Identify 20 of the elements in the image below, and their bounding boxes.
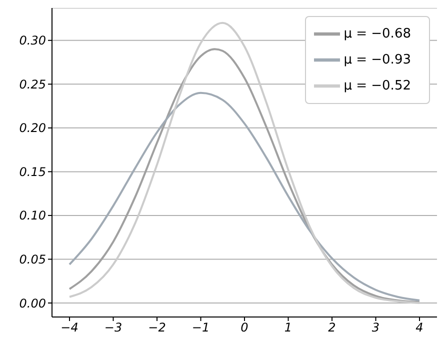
y-tick-label: 0.10	[19, 208, 46, 223]
x-tick-label: −1	[192, 320, 210, 335]
y-tick-label: 0.30	[19, 34, 46, 48]
x-tick-label: −2	[148, 320, 166, 335]
y-tick-label: 0.00	[19, 296, 46, 310]
legend-label: μ = −0.52	[344, 78, 411, 94]
x-tick-label: −4	[60, 320, 78, 335]
legend-label: μ = −0.93	[344, 52, 411, 68]
y-tick-label: 0.15	[19, 164, 46, 179]
legend-label: μ = −0.68	[344, 26, 411, 42]
x-tick-label: 3	[372, 320, 380, 335]
x-tick-label: −3	[104, 320, 122, 335]
x-tick-label: 4	[416, 320, 424, 335]
x-tick-label: 0	[240, 320, 249, 335]
y-tick-label: 0.20	[19, 121, 46, 136]
x-tick-label: 1	[284, 320, 292, 335]
y-tick-label: 0.05	[19, 252, 46, 266]
line-series	[68, 92, 420, 302]
x-tick-label: 2	[328, 320, 336, 335]
y-tick-label: 0.25	[19, 77, 46, 92]
